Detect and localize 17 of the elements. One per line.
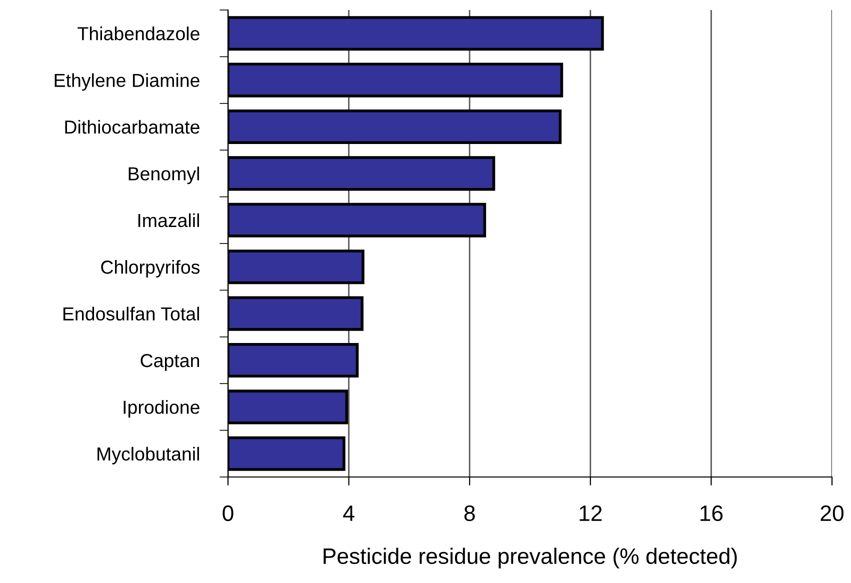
y-tick-label: Chlorpyrifos (101, 260, 200, 278)
y-tick-label: Dithiocarbamate (65, 120, 200, 134)
y-tick-label: Ethylene Diamine (54, 73, 200, 91)
x-tick-label: 20 (820, 505, 844, 522)
y-tick-label: Myclobutanil (98, 446, 199, 464)
x-tick-label: 16 (700, 505, 723, 522)
x-axis-title: Pesticide residue prevalence (% detected) (324, 548, 737, 568)
x-tick-label: 8 (464, 505, 475, 522)
y-tick-label: Iprodione (124, 400, 200, 418)
y-tick-label: Benomyl (128, 166, 199, 184)
y-tick-label: Imazalil (138, 213, 199, 228)
y-tick-label: Thiabendazole (78, 26, 200, 40)
y-tick-label: Endosulfan Total (63, 306, 199, 321)
x-tick-label: 4 (343, 506, 354, 521)
x-tick-label: 12 (580, 505, 602, 521)
y-tick-label: Captan (140, 354, 200, 371)
x-tick-label: 0 (222, 505, 234, 522)
